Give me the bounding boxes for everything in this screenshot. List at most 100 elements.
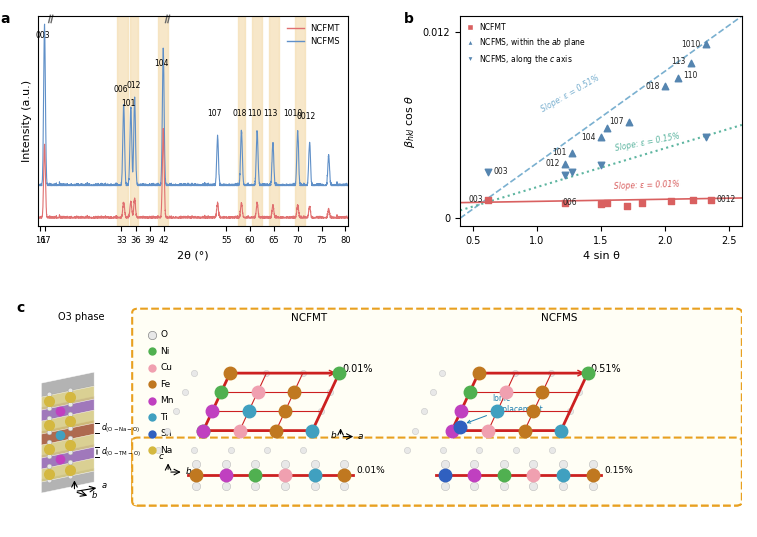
Legend: NCFMT, NCFMS: NCFMT, NCFMS — [284, 20, 344, 49]
Text: 113: 113 — [263, 109, 278, 118]
Text: $a$: $a$ — [357, 432, 364, 440]
Bar — [295, 16, 305, 226]
Polygon shape — [42, 468, 94, 493]
Text: 003: 003 — [469, 195, 483, 204]
Text: 0012: 0012 — [716, 195, 736, 204]
Point — [700, 133, 712, 142]
Text: $a$: $a$ — [101, 481, 107, 490]
Text: 107: 107 — [207, 109, 222, 118]
Text: 104: 104 — [581, 133, 596, 142]
Text: c: c — [17, 301, 25, 315]
Text: 006: 006 — [114, 85, 129, 93]
X-axis label: 2θ (°): 2θ (°) — [177, 250, 209, 260]
Text: 0.15%: 0.15% — [605, 466, 634, 475]
Polygon shape — [42, 433, 94, 458]
Text: 012: 012 — [127, 82, 142, 90]
Text: 110: 110 — [683, 71, 697, 79]
Text: 0.01%: 0.01% — [356, 466, 385, 475]
Bar — [269, 16, 279, 226]
Text: 003: 003 — [494, 167, 508, 176]
Polygon shape — [42, 444, 94, 469]
Point — [559, 170, 572, 179]
Text: Slope: ε = 0.15%: Slope: ε = 0.15% — [614, 132, 680, 154]
Y-axis label: Intensity (a.u.): Intensity (a.u.) — [22, 80, 33, 162]
Bar — [130, 16, 138, 226]
Text: Ni: Ni — [160, 347, 170, 355]
Text: Mn: Mn — [160, 396, 174, 405]
Point — [684, 59, 696, 67]
Text: Slope: ε = 0.51%: Slope: ε = 0.51% — [540, 74, 601, 114]
Polygon shape — [42, 372, 94, 397]
Text: 1010: 1010 — [681, 40, 701, 48]
Y-axis label: $\beta_{hkl}\ \mathrm{cos}\ \theta$: $\beta_{hkl}\ \mathrm{cos}\ \theta$ — [403, 95, 417, 148]
Point — [623, 118, 635, 126]
Text: $d_{\rm (O-TM-O)}$: $d_{\rm (O-TM-O)}$ — [101, 445, 141, 459]
Bar — [238, 16, 245, 226]
Point — [621, 201, 633, 210]
Text: 107: 107 — [609, 117, 624, 126]
Text: Cu: Cu — [160, 363, 173, 372]
Text: 0012: 0012 — [297, 112, 316, 121]
X-axis label: 4 sin θ: 4 sin θ — [583, 251, 619, 261]
Text: 003: 003 — [36, 31, 51, 40]
Polygon shape — [42, 396, 94, 421]
Text: b: b — [403, 12, 413, 26]
Text: 0.51%: 0.51% — [590, 364, 621, 374]
Polygon shape — [42, 457, 94, 482]
Text: O: O — [160, 330, 167, 339]
Point — [665, 197, 678, 205]
Point — [559, 198, 572, 207]
Text: 113: 113 — [671, 57, 686, 66]
Point — [601, 124, 613, 132]
Text: 018: 018 — [646, 82, 660, 91]
Text: Na: Na — [160, 446, 173, 455]
Legend: NCFMT, NCFMS, within the $ab$ plane, NCFMS, along the $c$ axis: NCFMT, NCFMS, within the $ab$ plane, NCF… — [464, 20, 589, 69]
Text: NCFMS: NCFMS — [540, 313, 577, 323]
Text: $d_{\rm (O-Na-O)}$: $d_{\rm (O-Na-O)}$ — [101, 421, 141, 435]
Point — [687, 195, 699, 204]
Point — [482, 195, 494, 204]
FancyBboxPatch shape — [132, 438, 742, 505]
FancyBboxPatch shape — [132, 309, 742, 505]
Point — [595, 161, 607, 170]
Text: 012: 012 — [546, 159, 560, 168]
Bar — [158, 16, 168, 226]
Text: 110: 110 — [248, 109, 262, 118]
Point — [659, 82, 671, 90]
Text: 104: 104 — [154, 59, 169, 68]
Text: $b$: $b$ — [185, 465, 192, 476]
Text: Sn: Sn — [160, 429, 172, 438]
Text: 0.01%: 0.01% — [342, 364, 372, 374]
Text: 1010: 1010 — [283, 109, 303, 118]
Point — [700, 40, 712, 48]
Polygon shape — [42, 385, 94, 410]
Text: NCFMT: NCFMT — [291, 313, 327, 323]
Text: Fe: Fe — [160, 380, 170, 389]
Text: O3 phase: O3 phase — [58, 311, 104, 322]
Text: 101: 101 — [552, 148, 566, 157]
Text: 101: 101 — [121, 99, 136, 108]
Point — [565, 167, 578, 176]
Point — [559, 159, 572, 168]
Text: Ionic
displacement: Ionic displacement — [467, 394, 544, 423]
Text: $b$: $b$ — [92, 489, 98, 500]
Bar — [252, 16, 262, 226]
Point — [636, 198, 648, 207]
Point — [595, 133, 607, 142]
Text: Ti: Ti — [160, 412, 168, 422]
Text: 006: 006 — [563, 198, 578, 207]
Point — [565, 149, 578, 157]
Text: a: a — [1, 12, 10, 26]
Text: Slope: ε = 0.01%: Slope: ε = 0.01% — [614, 180, 680, 191]
Text: 018: 018 — [232, 109, 247, 118]
Polygon shape — [42, 420, 94, 445]
Text: $c$: $c$ — [157, 452, 164, 461]
Point — [601, 198, 613, 207]
Point — [671, 74, 684, 83]
Bar — [117, 16, 129, 226]
Point — [705, 195, 717, 204]
Polygon shape — [42, 409, 94, 434]
Point — [595, 200, 607, 208]
Text: $c$: $c$ — [68, 469, 75, 478]
Text: $b$: $b$ — [330, 429, 337, 440]
